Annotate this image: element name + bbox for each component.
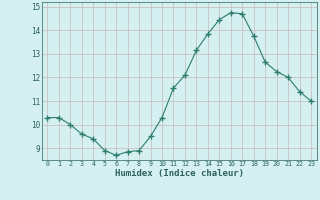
X-axis label: Humidex (Indice chaleur): Humidex (Indice chaleur) — [115, 169, 244, 178]
